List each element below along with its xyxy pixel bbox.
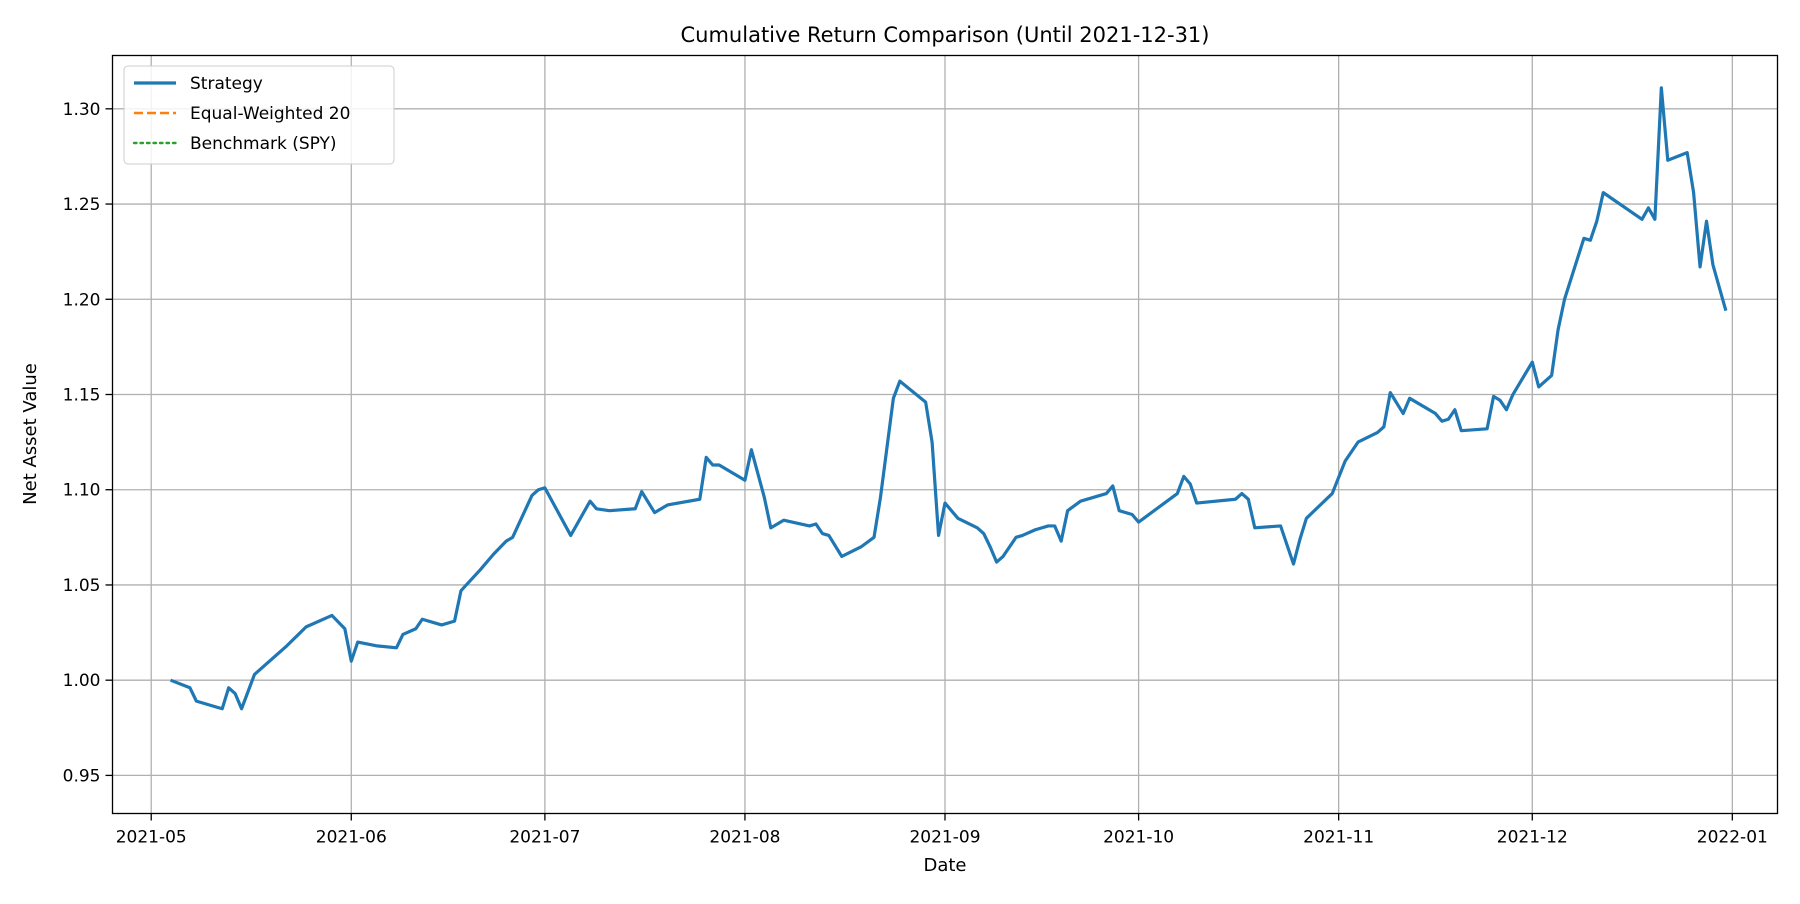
x-tick-label: 2021-09	[909, 828, 980, 848]
chart-title: Cumulative Return Comparison (Until 2021…	[681, 23, 1210, 47]
y-tick-label: 1.20	[63, 290, 101, 310]
legend-label-equal-weighted: Equal-Weighted 20	[190, 104, 350, 124]
legend-entry-benchmark: Benchmark (SPY)	[132, 134, 337, 154]
y-tick-label: 0.95	[63, 766, 101, 786]
legend-entry-equal-weighted: Equal-Weighted 20	[134, 104, 350, 124]
axis-ticks: 2021-05 2021-06 2021-07 2021-08 2021-09 2021-…	[63, 100, 1768, 848]
legend-label-benchmark: Benchmark (SPY)	[190, 134, 337, 154]
legend-label-strategy: Strategy	[190, 74, 263, 94]
x-tick-label: 2021-05	[116, 828, 187, 848]
y-tick-label: 1.00	[63, 671, 101, 691]
x-tick-label: 2021-06	[316, 828, 387, 848]
y-axis-label: Net Asset Value	[20, 363, 41, 505]
x-tick-label: 2021-07	[509, 828, 580, 848]
x-tick-label: 2021-11	[1303, 828, 1374, 848]
legend: Strategy Equal-Weighted 20 Benchmark (SP…	[123, 65, 395, 165]
y-tick-label: 1.15	[63, 386, 101, 406]
y-tick-label: 1.10	[63, 481, 101, 501]
x-tick-label: 2021-12	[1497, 828, 1568, 848]
x-tick-label: 2022-01	[1697, 828, 1768, 848]
legend-entry-strategy: Strategy	[134, 74, 263, 94]
x-tick-label: 2021-08	[709, 828, 780, 848]
legend-frame	[123, 65, 395, 165]
y-tick-label: 1.25	[63, 195, 101, 215]
series-lines	[169, 86, 1728, 711]
strategy-line	[169, 86, 1728, 711]
x-axis-label: Date	[923, 855, 966, 876]
grid	[112, 55, 1778, 814]
y-tick-label: 1.05	[63, 576, 101, 596]
y-tick-label: 1.30	[63, 100, 101, 120]
x-tick-label: 2021-10	[1103, 828, 1174, 848]
